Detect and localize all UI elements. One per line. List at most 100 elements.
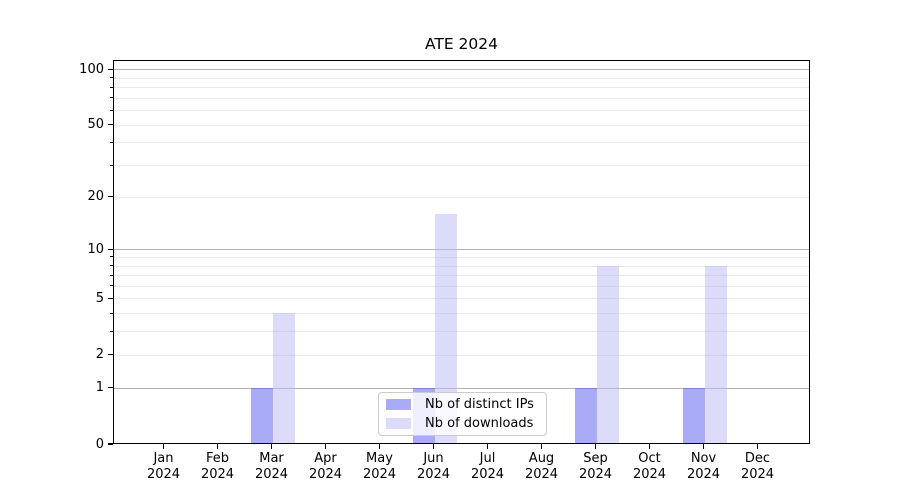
x-tick [486, 444, 489, 449]
gridline-minor [113, 265, 810, 267]
gridline-minor [113, 256, 810, 258]
x-tick-year: 2024 [578, 466, 613, 482]
y-tick [108, 68, 113, 70]
bar-downloads [435, 213, 458, 444]
x-tick-year: 2024 [686, 466, 721, 482]
y-minor-tick [110, 164, 113, 166]
x-tick [702, 444, 705, 449]
x-tick-label: Jul 2024 [460, 451, 516, 482]
gridline-minor [113, 142, 810, 144]
gridline-minor [113, 313, 810, 315]
gridline-major [113, 387, 810, 389]
x-tick-label: Mar 2024 [244, 451, 300, 482]
gridline-minor [113, 285, 810, 287]
x-tick-label: Nov 2024 [676, 451, 732, 482]
x-tick [432, 444, 435, 449]
legend-label-downloads: Nb of downloads [425, 415, 534, 431]
y-tick-label: 5 [95, 290, 104, 306]
bar-downloads [705, 265, 728, 444]
y-minor-tick [110, 297, 113, 299]
gridline-minor [113, 354, 810, 356]
gridline-major [113, 249, 810, 251]
chart-title: ATE 2024 [424, 35, 499, 53]
bar-distinct-ips [682, 387, 705, 444]
legend-swatch-downloads [386, 418, 411, 429]
x-tick [324, 444, 327, 449]
x-tick [648, 444, 651, 449]
y-tick-label: 1 [95, 380, 104, 396]
x-tick-label: Aug 2024 [514, 451, 570, 482]
x-tick [756, 444, 759, 449]
gridline-minor [113, 110, 810, 112]
x-tick [540, 444, 543, 449]
x-tick-label: Oct 2024 [622, 451, 678, 482]
x-tick [594, 444, 597, 449]
x-tick-year: 2024 [524, 466, 559, 482]
x-tick-label: Jun 2024 [406, 451, 462, 482]
gridline-minor [113, 298, 810, 300]
gridline-minor [113, 124, 810, 126]
gridline-minor [113, 275, 810, 277]
x-tick-year: 2024 [308, 466, 343, 482]
x-tick-year: 2024 [740, 466, 775, 482]
bar-distinct-ips [250, 387, 273, 444]
y-tick-label: 2 [95, 347, 104, 363]
x-tick [270, 444, 273, 449]
x-tick-year: 2024 [632, 466, 667, 482]
gridline-minor [113, 331, 810, 333]
y-tick-label: 20 [87, 189, 104, 205]
y-minor-tick [110, 312, 113, 314]
gridline-minor [113, 77, 810, 79]
x-tick-year: 2024 [470, 466, 505, 482]
x-tick-label: May 2024 [352, 451, 408, 482]
x-tick-year: 2024 [200, 466, 235, 482]
y-minor-tick [110, 109, 113, 111]
x-tick-label: Apr 2024 [298, 451, 354, 482]
y-minor-tick [110, 285, 113, 287]
y-minor-tick [110, 124, 113, 126]
gridline-minor [113, 165, 810, 167]
x-tick [378, 444, 381, 449]
legend-label-distinct-ips: Nb of distinct IPs [425, 396, 534, 412]
x-tick-label: Sep 2024 [568, 451, 624, 482]
x-tick [216, 444, 219, 449]
legend-entry-downloads: Nb of downloads [386, 416, 546, 432]
y-minor-tick [110, 77, 113, 79]
gridline-minor [113, 87, 810, 89]
x-tick-year: 2024 [416, 466, 451, 482]
gridline-major [113, 69, 810, 71]
y-minor-tick [110, 354, 113, 356]
y-tick [108, 248, 113, 250]
y-tick-label: 0 [95, 436, 104, 452]
x-tick-year: 2024 [362, 466, 397, 482]
plot-area [113, 60, 810, 444]
gridline-minor [113, 97, 810, 99]
y-minor-tick [110, 274, 113, 276]
y-minor-tick [110, 265, 113, 267]
bar-distinct-ips [574, 387, 597, 444]
y-minor-tick [110, 141, 113, 143]
y-tick [108, 387, 113, 389]
y-minor-tick [110, 330, 113, 332]
gridline-minor [113, 196, 810, 198]
y-minor-tick [110, 196, 113, 198]
y-minor-tick [110, 97, 113, 99]
bar-downloads [273, 313, 296, 444]
y-tick-label: 100 [79, 61, 104, 77]
y-tick [108, 443, 113, 445]
x-tick-year: 2024 [254, 466, 289, 482]
x-tick-label: Jan 2024 [136, 451, 192, 482]
legend-swatch-distinct-ips [386, 399, 411, 410]
legend: Nb of distinct IPs Nb of downloads [378, 392, 547, 436]
x-tick-label: Dec 2024 [730, 451, 786, 482]
legend-entry-distinct-ips: Nb of distinct IPs [386, 397, 546, 413]
y-minor-tick [110, 256, 113, 258]
y-minor-tick [110, 86, 113, 88]
y-tick-label: 10 [87, 241, 104, 257]
x-tick [162, 444, 165, 449]
bar-downloads [597, 265, 620, 444]
x-tick-label: Feb 2024 [190, 451, 246, 482]
x-tick-year: 2024 [146, 466, 181, 482]
y-tick-label: 50 [87, 117, 104, 133]
